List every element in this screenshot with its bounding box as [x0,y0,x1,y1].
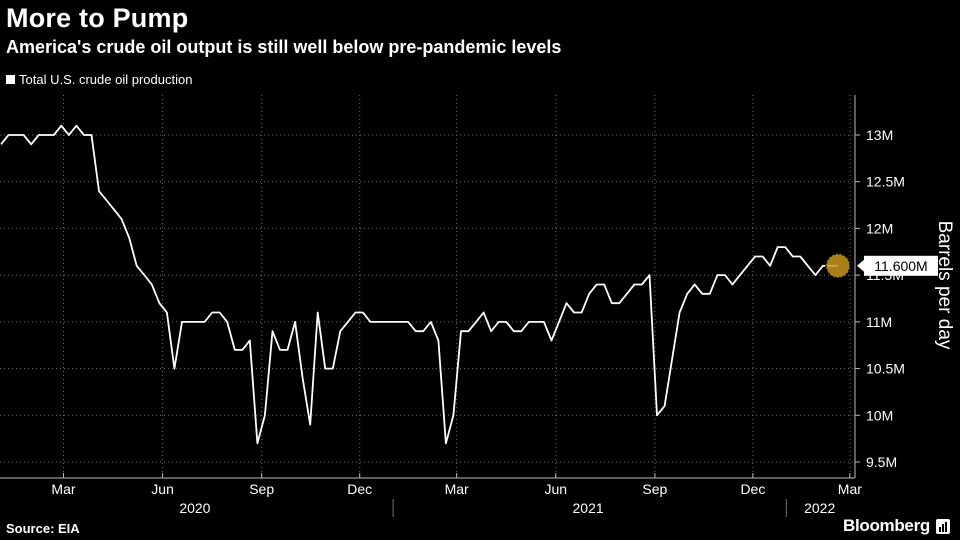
x-tick-label: Sep [642,481,667,497]
x-tick-label: Mar [838,481,862,497]
chart-subtitle: America's crude oil output is still well… [6,37,562,57]
x-tick-label: Sep [249,481,274,497]
y-tick-label: 11M [866,314,892,330]
y-tick-label: 12.5M [866,174,905,190]
x-tick-label: Jun [544,481,567,497]
chart-title: More to Pump [6,3,189,33]
year-label: 2021 [573,500,604,516]
x-tick-label: Dec [347,481,372,497]
y-tick-label: 13M [866,127,893,143]
x-tick-label: Jun [151,481,174,497]
x-tick-label: Dec [740,481,765,497]
source-note: Source: EIA [6,521,80,536]
chart-bars-icon [936,519,950,534]
legend-swatch [6,75,15,84]
y-axis-title: Barrels per day [934,221,955,350]
last-value-marker [825,253,851,279]
year-label: 2020 [179,500,210,516]
x-tick-label: Mar [445,481,469,497]
legend: Total U.S. crude oil production [6,72,192,87]
series-line [0,124,838,445]
last-value-callout [864,255,938,276]
y-tick-label: 9.5M [866,454,897,470]
y-tick-label: 10M [866,407,893,423]
last-value-callout-pointer [857,259,864,272]
last-value-label: 11.600M [874,258,927,274]
y-tick-label: 10.5M [866,361,905,377]
legend-label: Total U.S. crude oil production [19,72,193,87]
y-tick-label: 12M [866,220,893,236]
brand-logo: Bloomberg [842,516,930,535]
x-tick-label: Mar [51,481,75,497]
year-label: 2022 [804,500,835,516]
